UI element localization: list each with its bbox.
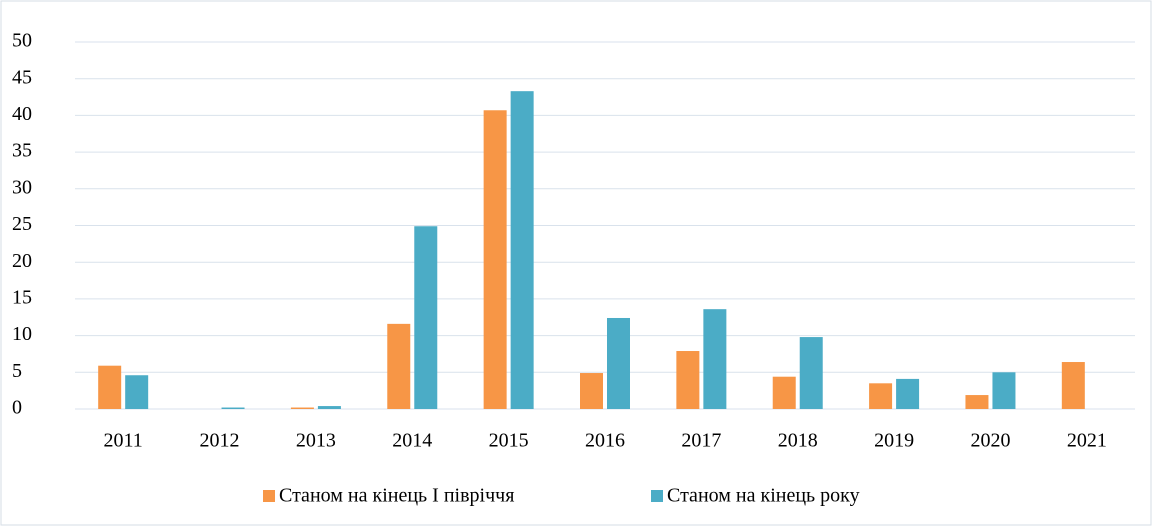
y-tick-label: 30 bbox=[12, 176, 32, 198]
y-tick-label: 20 bbox=[12, 250, 32, 272]
x-tick-label: 2013 bbox=[296, 430, 336, 452]
bar bbox=[510, 91, 534, 409]
bar bbox=[98, 365, 122, 409]
bar bbox=[965, 395, 989, 409]
y-tick-label: 0 bbox=[12, 397, 22, 419]
bar bbox=[290, 407, 314, 409]
bar bbox=[772, 376, 796, 409]
bar bbox=[607, 317, 630, 409]
y-tick-label: 50 bbox=[12, 30, 32, 52]
x-tick-label: 2012 bbox=[200, 430, 240, 452]
x-tick-label: 2015 bbox=[489, 430, 529, 452]
legend-label: Станом на кінець року bbox=[667, 485, 860, 507]
legend-swatch bbox=[263, 490, 275, 502]
x-tick-label: 2016 bbox=[585, 430, 625, 452]
y-tick-label: 45 bbox=[12, 66, 32, 88]
bar bbox=[414, 226, 438, 409]
x-tick-label: 2018 bbox=[778, 430, 818, 452]
bar bbox=[703, 309, 727, 409]
bar bbox=[869, 383, 893, 409]
y-tick-label: 35 bbox=[12, 140, 32, 162]
bar bbox=[896, 378, 920, 409]
x-tick-label: 2017 bbox=[681, 430, 721, 452]
bar bbox=[483, 110, 507, 410]
bar bbox=[676, 351, 700, 409]
x-tick-label: 2014 bbox=[392, 430, 432, 452]
bar bbox=[317, 406, 341, 409]
bar bbox=[125, 375, 149, 409]
legend-swatch bbox=[651, 490, 663, 502]
bar bbox=[580, 373, 603, 409]
legend-label: Станом на кінець І півріччя bbox=[279, 485, 514, 507]
bar bbox=[992, 372, 1016, 409]
bar bbox=[221, 407, 245, 409]
y-tick-label: 15 bbox=[12, 286, 32, 308]
bar bbox=[799, 337, 823, 409]
bar bbox=[387, 323, 411, 409]
x-tick-label: 2019 bbox=[874, 430, 914, 452]
x-tick-label: 2011 bbox=[104, 430, 143, 452]
y-tick-label: 5 bbox=[12, 360, 22, 382]
y-tick-label: 25 bbox=[12, 213, 32, 235]
bar bbox=[1061, 362, 1085, 409]
y-tick-label: 10 bbox=[12, 323, 32, 345]
y-tick-label: 40 bbox=[12, 103, 32, 125]
x-tick-label: 2020 bbox=[970, 430, 1010, 452]
x-tick-label: 2021 bbox=[1067, 430, 1107, 452]
